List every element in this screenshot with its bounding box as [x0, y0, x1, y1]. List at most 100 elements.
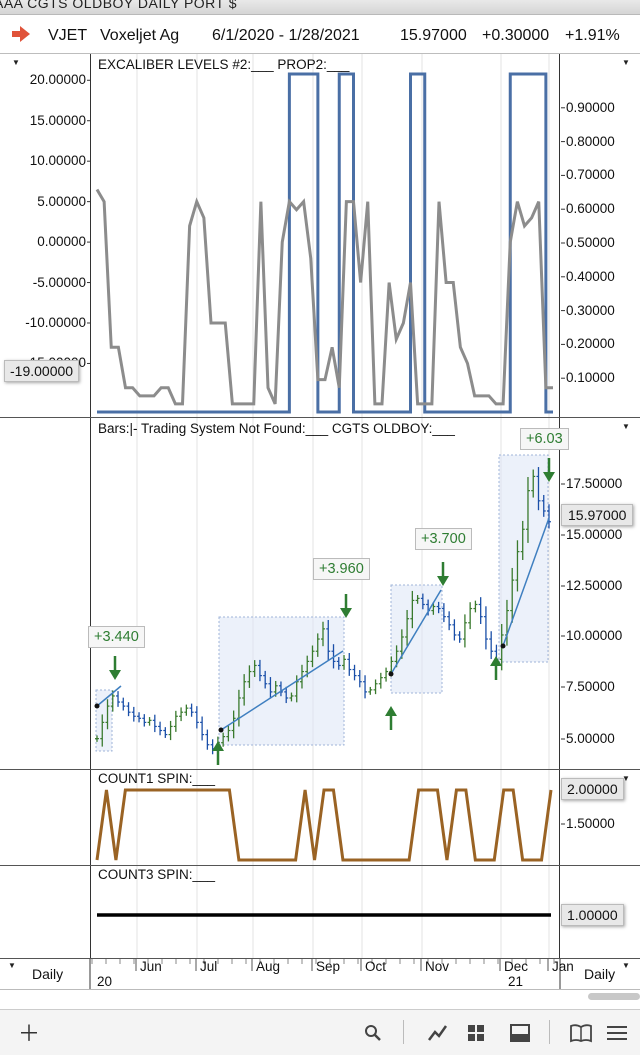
price-bar [410, 590, 415, 629]
period-right-menu-icon[interactable]: ▼ [622, 961, 630, 970]
month-label: Jan [552, 959, 574, 974]
bottom-toolbar: ＋ [0, 1009, 640, 1055]
trade-box [95, 689, 113, 752]
month-label: Oct [365, 959, 387, 974]
percent-change: +1.91% [565, 27, 620, 44]
bars-right-tick-label: 12.50000 [566, 578, 623, 593]
price-bar [126, 702, 131, 717]
time-axis-svg [89, 959, 561, 989]
excaliber-series-line [95, 188, 553, 406]
trade-profit-label: +3.960 [313, 558, 370, 580]
bars-scale-menu-icon[interactable]: ▼ [622, 422, 630, 431]
trade-profit-label: +3.700 [415, 528, 472, 550]
period-left-menu-icon[interactable]: ▼ [8, 961, 16, 970]
count1-series-line [95, 788, 553, 862]
bars-title: Bars:|- Trading System Not Found:___ CGT… [98, 421, 455, 436]
line-chart-icon[interactable] [428, 1024, 448, 1042]
excaliber-right-tick-label: 0.40000 [566, 268, 615, 284]
price-bar [347, 653, 352, 676]
count3-panel: COUNT3 SPIN:___ 1.00000 [0, 866, 640, 959]
sell-arrow-icon [543, 458, 555, 482]
right-scale-menu-icon[interactable]: ▼ [622, 58, 630, 67]
trade-entry-dot [500, 643, 506, 649]
price-bar [547, 504, 551, 529]
price-bar [399, 629, 404, 659]
month-label: Jun [140, 959, 162, 974]
price-bar [121, 697, 126, 711]
price-bar [315, 633, 320, 657]
count1-scale-menu-icon[interactable]: ▼ [622, 774, 630, 783]
left-scale-menu-icon[interactable]: ▼ [12, 58, 20, 67]
grid-icon[interactable] [467, 1024, 485, 1042]
date-range[interactable]: 6/1/2020 - 1/28/2021 [212, 27, 360, 44]
book-icon[interactable] [570, 1024, 592, 1043]
month-label: Dec [504, 959, 529, 974]
price-bar [142, 714, 147, 727]
price-bar [210, 739, 215, 755]
year-label: 21 [508, 974, 524, 989]
price-bar [483, 606, 488, 650]
price-bar [289, 692, 294, 702]
count3-title: COUNT3 SPIN:___ [98, 867, 216, 882]
excaliber-left-tick-label: -10.00000 [25, 315, 86, 330]
price-bar [294, 675, 299, 703]
price-bar [368, 686, 373, 695]
price-bar [357, 670, 362, 688]
price-bar [189, 703, 194, 717]
bars-right-tick-label: 7.50000 [566, 679, 615, 694]
month-label: Aug [256, 959, 281, 974]
price-bar [462, 614, 467, 648]
period-left[interactable]: Daily [32, 966, 64, 982]
price-bar [173, 710, 178, 732]
toolbar-divider [549, 1020, 550, 1044]
symbol-ticker[interactable]: VJET [48, 27, 88, 44]
time-axis[interactable]: ▼ Daily ▼ Daily Jun Jul Aug Sep Oct Nov Dec Jan… [0, 959, 640, 990]
horizontal-scrollbar[interactable] [588, 993, 640, 1000]
link-arrow-icon[interactable] [10, 25, 32, 43]
excaliber-right-tick-label: 0.20000 [566, 336, 615, 352]
buy-arrow-icon [490, 656, 502, 680]
buy-arrow-icon [385, 706, 397, 730]
add-icon[interactable]: ＋ [18, 1021, 41, 1046]
price-bar [252, 660, 257, 677]
search-icon[interactable] [364, 1024, 382, 1042]
excaliber-right-tick-label: 0.90000 [566, 99, 615, 115]
price-bar [352, 664, 357, 681]
price-bar [247, 665, 252, 688]
price-bar [363, 675, 368, 699]
count1-current-flag: 2.00000 [561, 778, 624, 800]
excaliber-left-tick-label: 15.00000 [29, 112, 86, 128]
trade-box [218, 616, 345, 746]
bars-svg [94, 418, 565, 769]
count1-current-value: 2.00000 [567, 781, 618, 797]
price-bar [95, 735, 99, 742]
price-bar [378, 672, 383, 689]
toolbar-divider [403, 1020, 404, 1044]
sell-arrow-icon [109, 656, 121, 680]
bars-right-tick-label: 5.00000 [566, 731, 615, 746]
price-bar [531, 469, 536, 498]
price-bar [420, 593, 425, 610]
price-bar [105, 699, 110, 730]
count1-title: COUNT1 SPIN:___ [98, 771, 216, 786]
period-right[interactable]: Daily [584, 966, 616, 982]
excaliber-right-tick-label: 0.70000 [566, 167, 615, 183]
price-bar [268, 677, 273, 699]
count3-current-flag: 1.00000 [561, 904, 624, 926]
trade-trend-line [390, 589, 442, 675]
price-bar [478, 597, 483, 624]
price-bar [415, 594, 420, 604]
panel-layout-icon[interactable] [510, 1024, 530, 1042]
menu-list-icon[interactable] [606, 1024, 628, 1042]
trade-entry-dot [218, 727, 224, 733]
symbol-bar: VJET Voxeljet Ag 6/1/2020 - 1/28/2021 15… [0, 15, 640, 54]
price-bar [457, 631, 462, 643]
count1-plot [90, 770, 565, 865]
price-bar [158, 721, 163, 736]
price-bar [137, 712, 142, 723]
count3-current-value: 1.00000 [567, 907, 618, 923]
month-label: Sep [316, 959, 341, 974]
price-bar [100, 714, 105, 747]
excaliber-left-tick-label: -5.00000 [32, 274, 86, 290]
count3-svg [97, 866, 551, 958]
